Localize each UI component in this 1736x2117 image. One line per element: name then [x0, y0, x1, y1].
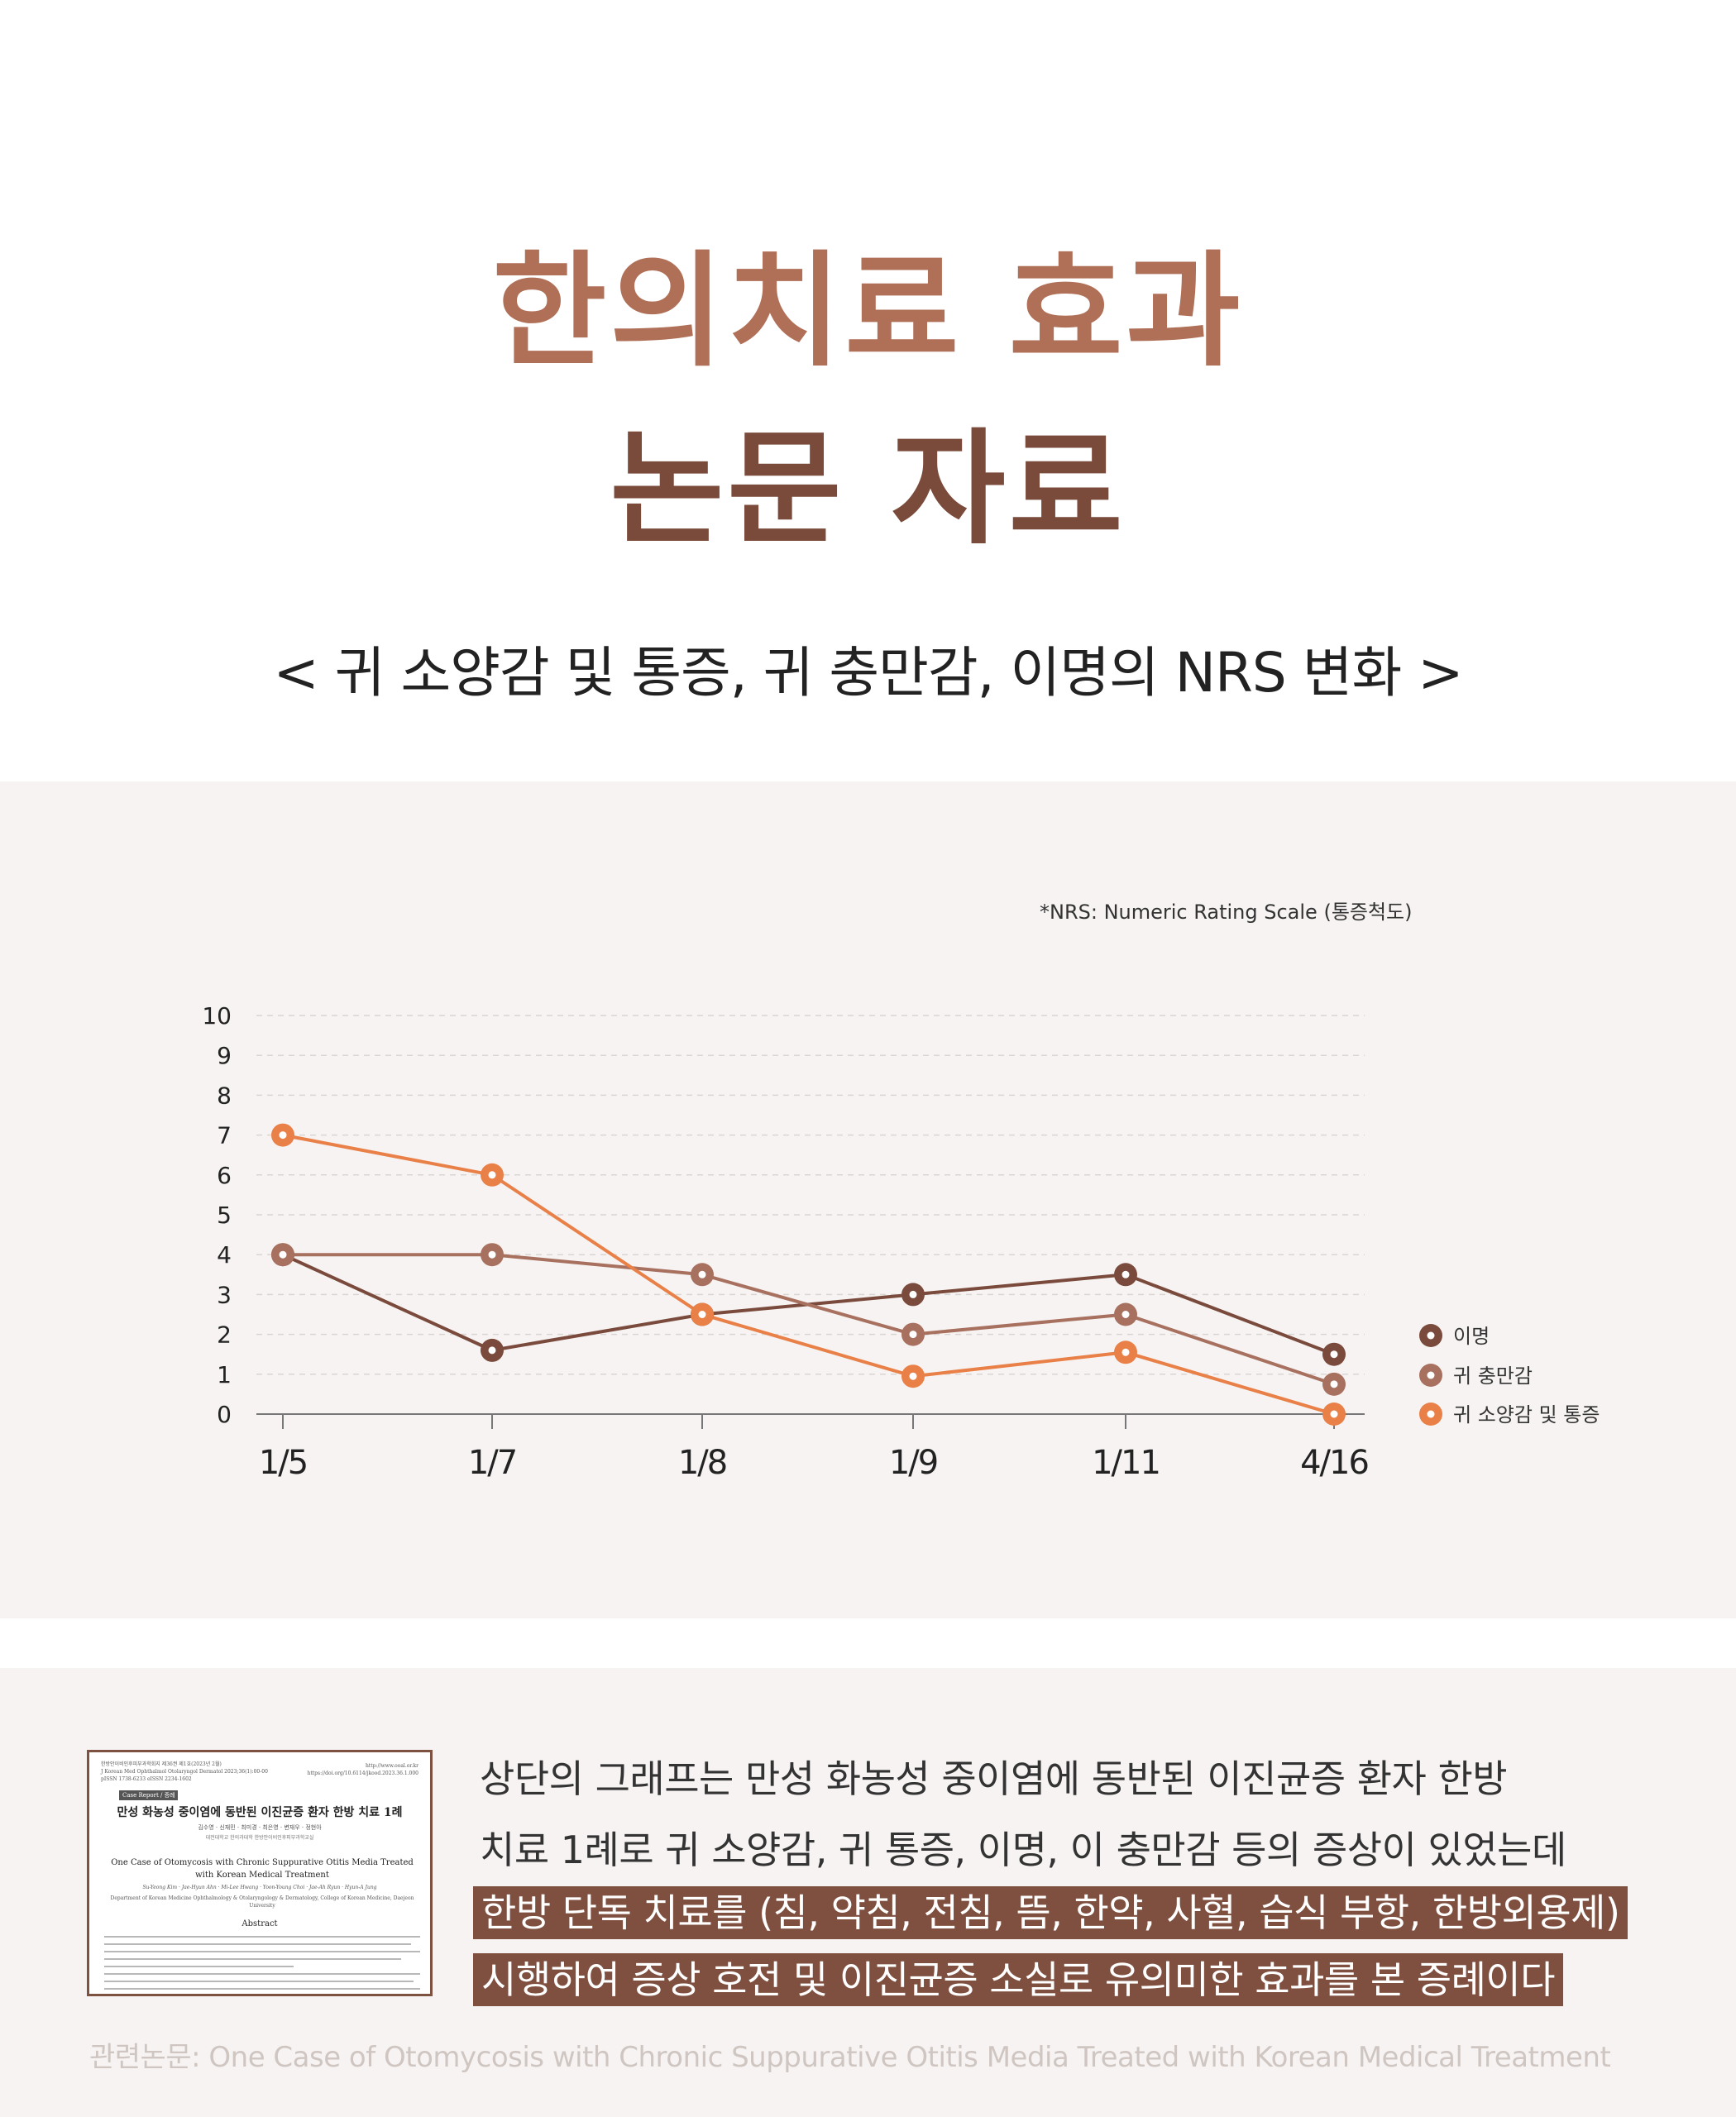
legend-marker-center [1427, 1410, 1435, 1418]
paper-english-affiliation: Department of Korean Medicine Ophthalmol… [110, 1895, 414, 1909]
data-point-center [909, 1372, 917, 1380]
data-point-center [279, 1250, 287, 1259]
data-point-center [488, 1250, 496, 1259]
data-point-center [488, 1171, 496, 1179]
data-point-center [1121, 1270, 1130, 1278]
title-block: 한의치료 효과 논문 자료 [0, 223, 1736, 579]
y-tick-label: 5 [217, 1202, 232, 1229]
nrs-footnote: *NRS: Numeric Rating Scale (통증척도) [1040, 901, 1413, 924]
x-tick-label: 4/16 [1300, 1444, 1368, 1482]
y-tick-label: 0 [217, 1401, 232, 1428]
reference-citation: 관련논문: One Case of Otomycosis with Chroni… [89, 2041, 1611, 2074]
y-tick-label: 6 [217, 1162, 232, 1189]
data-point-center [1330, 1350, 1338, 1359]
y-tick-label: 7 [217, 1122, 232, 1149]
data-point-center [1121, 1348, 1130, 1356]
data-point-center [698, 1311, 706, 1318]
legend-label-2: 귀 소양감 및 통증 [1453, 1403, 1600, 1426]
paper-journal-header: 한방안이비인후피부과학회지 제36권 제1호(2023년 2월) J Korea… [101, 1761, 268, 1782]
paper-english-authors: Su-Yeong Kim · Jae-Hyun Ahn · Mi-Lee Hwa… [142, 1885, 377, 1890]
data-point-center [279, 1131, 287, 1140]
chart-subtitle: < 귀 소양감 및 통증, 귀 충만감, 이명의 NRS 변화 > [273, 641, 1464, 705]
nrs-line-chart: 0 1 2 3 4 5 6 7 8 9 10 1/5 1/7 1/8 1/9 1/11 4/16 이명귀 충만감귀… [202, 1002, 1600, 1482]
paper-english-title: One Case of Otomycosis with Chronic Supp… [111, 1858, 414, 1880]
description-line-1: 상단의 그래프는 만성 화농성 중이염에 동반된 이진균증 환자 한방 [480, 1756, 1508, 1801]
legend-label-1: 귀 충만감 [1453, 1364, 1533, 1388]
y-tick-label: 3 [217, 1281, 232, 1308]
paper-thumbnail: 한방안이비인후피부과학회지 제36권 제1호(2023년 2월) J Korea… [87, 1750, 433, 1996]
series-line-1 [283, 1253, 1335, 1386]
data-point-center [909, 1331, 917, 1339]
paper-korean-authors: 김수영 · 신재민 · 최미경 · 최은영 · 변재우 · 정현아 [198, 1824, 322, 1831]
paper-abstract-heading: Abstract [242, 1919, 278, 1928]
x-tick-label: 1/8 [678, 1444, 726, 1482]
y-tick-label: 1 [217, 1361, 232, 1388]
x-tick-label: 1/9 [889, 1444, 937, 1482]
legend-marker-center [1427, 1331, 1435, 1340]
page-title-line2: 논문 자료 [610, 418, 1126, 562]
data-point-center [909, 1290, 917, 1298]
description-text: 상단의 그래프는 만성 화농성 중이염에 동반된 이진균증 환자 한방 치료 1… [480, 1743, 1566, 1885]
description-highlight-1: 한방 단독 치료를 (침, 약침, 전침, 뜸, 한약, 사혈, 습식 부항, … [473, 1886, 1628, 1939]
chart-panel [0, 781, 1736, 1618]
x-tick-label: 1/11 [1092, 1444, 1160, 1482]
y-tick-label: 10 [202, 1002, 232, 1030]
data-point-center [1121, 1311, 1130, 1318]
series-line-2 [282, 1133, 1335, 1416]
x-tick-label: 1/7 [468, 1444, 516, 1482]
y-tick-label: 9 [217, 1042, 232, 1069]
paper-abstract-text [104, 1936, 420, 1994]
y-tick-label: 4 [217, 1241, 232, 1269]
data-point-center [488, 1346, 496, 1355]
legend-marker-center [1427, 1371, 1435, 1379]
y-tick-label: 2 [217, 1321, 232, 1349]
y-tick-label: 8 [217, 1082, 232, 1109]
paper-tag: Case Report / 증례 [119, 1790, 179, 1800]
legend-label-0: 이명 [1453, 1325, 1490, 1348]
paper-korean-affiliation: 대전대학교 한의과대학 한방안이비인후피부과학교실 [205, 1835, 314, 1841]
page-title-line1: 한의치료 효과 [492, 240, 1244, 384]
description-highlight-2: 시행하여 증상 호전 및 이진균증 소실로 유의미한 효과를 본 증례이다 [473, 1953, 1564, 2006]
paper-korean-title: 만성 화농성 중이염에 동반된 이진균증 환자 한방 치료 1례 [117, 1806, 403, 1819]
x-tick-label: 1/5 [259, 1444, 307, 1482]
description-line-2: 치료 1례로 귀 소양감, 귀 통증, 이명, 이 충만감 등의 증상이 있었는… [480, 1828, 1566, 1872]
paper-doi: http://www.ooal.or.kr https://doi.org/10… [307, 1763, 419, 1776]
data-point-center [1330, 1410, 1338, 1418]
data-point-center [1330, 1380, 1338, 1388]
data-point-center [698, 1270, 706, 1278]
